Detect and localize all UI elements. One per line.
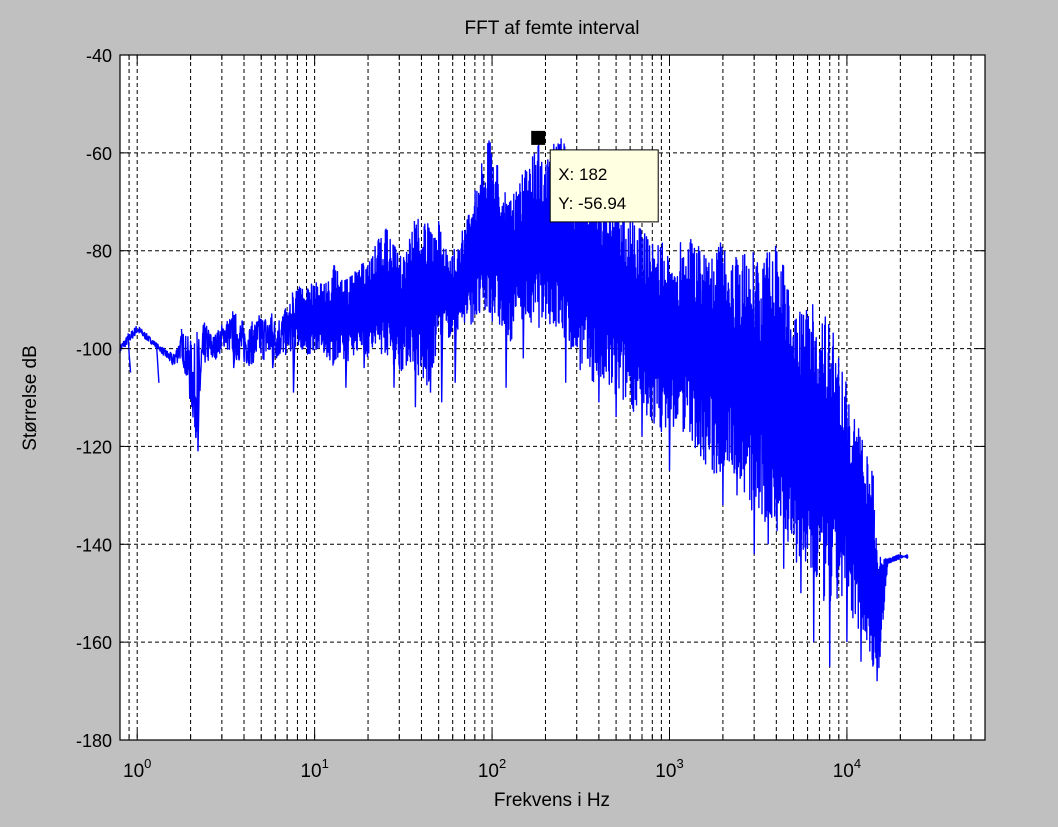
fft-series-line — [119, 138, 909, 669]
fft-spike — [180, 328, 185, 369]
data-series — [119, 138, 909, 682]
y-tick-label: -60 — [86, 144, 112, 164]
x-tick-label: 103 — [655, 756, 683, 782]
fft-spike — [752, 252, 757, 555]
fft-spike — [859, 436, 864, 662]
y-tick-label: -80 — [86, 242, 112, 262]
fft-spike — [766, 252, 771, 545]
fft-spike — [428, 231, 433, 393]
datatip-box — [549, 149, 659, 223]
y-tick-label: -180 — [76, 731, 112, 751]
fft-spike — [640, 231, 645, 437]
fft-spike — [413, 220, 418, 408]
fft-spike — [845, 387, 850, 643]
fft-spike — [782, 264, 786, 569]
x-tick-label: 104 — [833, 756, 861, 782]
fft-spike — [597, 187, 602, 403]
y-tick-label: -120 — [76, 437, 112, 457]
y-tick-label: -160 — [76, 633, 112, 653]
x-axis-label: Frekvens i Hz — [494, 790, 610, 811]
plot-frame — [119, 54, 986, 741]
fft-spike — [828, 324, 832, 667]
fft-spike — [667, 260, 672, 471]
y-tick-label: -40 — [86, 46, 112, 66]
chart-title: FFT af femte interval — [465, 18, 640, 39]
fft-spike — [196, 331, 201, 452]
fft-spike — [440, 231, 444, 403]
x-tick-label: 100 — [123, 756, 151, 782]
y-tick-label: -100 — [76, 340, 112, 360]
fft-spike — [875, 537, 880, 682]
x-tick-label: 101 — [300, 756, 328, 782]
fft-spike — [392, 244, 397, 388]
fft-spike — [271, 313, 275, 369]
y-axis-label: Størrelse dB — [20, 345, 41, 451]
fft-spike — [521, 174, 526, 359]
y-tick-label: -140 — [76, 535, 112, 555]
fft-spike — [155, 343, 160, 383]
fft-spike — [799, 311, 804, 594]
grid — [120, 55, 985, 740]
fft-spike — [344, 280, 349, 388]
fft-spike — [504, 192, 509, 388]
fft-spike — [812, 304, 816, 643]
datatip[interactable]: X: 182 Y: -56.94 — [531, 130, 659, 223]
fft-spike — [871, 470, 876, 667]
datatip-marker — [531, 130, 546, 145]
fft-spike — [564, 146, 568, 383]
axis-ticks: -40 -60 -80 -100 -120 -140 -160 -180 100 101 102 10… — [76, 46, 985, 782]
datatip-x-label: X: 182 — [558, 165, 607, 184]
fft-spike — [721, 246, 726, 506]
fft-spike — [735, 256, 740, 496]
fft-spike — [453, 248, 458, 383]
fft-spike — [127, 333, 132, 373]
fft-spike — [291, 292, 296, 393]
x-tick-label: 102 — [478, 756, 506, 782]
datatip-y-label: Y: -56.94 — [558, 194, 626, 213]
fft-spike — [699, 250, 703, 457]
fft-spike — [232, 311, 236, 369]
fft-spike — [362, 262, 367, 369]
fft-spike — [614, 191, 619, 418]
